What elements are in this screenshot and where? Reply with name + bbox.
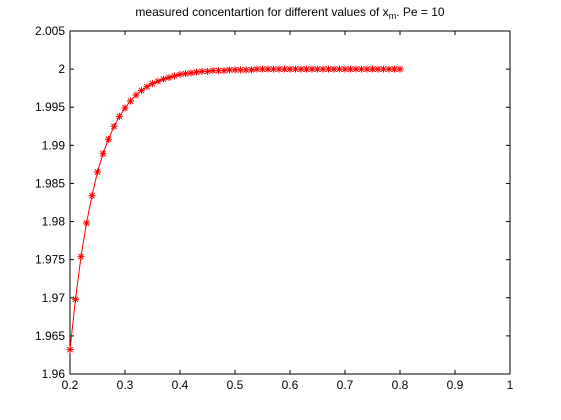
data-point xyxy=(193,68,200,76)
data-point xyxy=(149,80,156,88)
data-point xyxy=(121,104,129,112)
y-tick-label: 1.975 xyxy=(35,253,65,267)
data-point xyxy=(187,69,195,77)
data-point xyxy=(143,83,151,91)
data-point xyxy=(198,67,206,75)
data-point xyxy=(171,72,178,80)
data-point xyxy=(94,168,101,176)
y-axis: 1.96 1.965 1.97 1.975 1.98 1.985 1.99 1.995 2 2.0… xyxy=(35,24,510,381)
data-point xyxy=(88,192,96,200)
data-point xyxy=(66,346,74,354)
data-point xyxy=(77,253,85,261)
data-point xyxy=(165,73,173,81)
x-tick-label: 0.3 xyxy=(117,378,134,392)
chart-title-suffix: . Pe = 10 xyxy=(396,5,445,19)
y-tick-label: 2.005 xyxy=(35,24,65,38)
data-point xyxy=(297,65,305,73)
x-tick-label: 0.9 xyxy=(447,378,464,392)
y-tick-label: 1.97 xyxy=(42,291,66,305)
data-point xyxy=(99,150,107,158)
x-tick-label: 0.6 xyxy=(282,378,299,392)
plot-area xyxy=(69,30,511,375)
x-tick-label: 0.7 xyxy=(337,378,354,392)
data-point xyxy=(154,77,162,85)
x-tick-label: 0.2 xyxy=(62,378,79,392)
x-tick-label: 1 xyxy=(507,378,514,392)
data-point xyxy=(182,70,189,78)
data-point xyxy=(220,67,228,75)
data-point xyxy=(138,86,145,94)
data-point xyxy=(83,219,90,227)
data-point xyxy=(105,135,112,143)
series-layer xyxy=(66,65,404,354)
x-tick-label: 0.8 xyxy=(392,378,409,392)
y-tick-label: 1.995 xyxy=(35,100,65,114)
chart-title: measured concentartion for different val… xyxy=(135,5,444,21)
y-tick-label: 2 xyxy=(58,62,65,76)
chart-title-subscript: m xyxy=(389,11,397,21)
y-tick-label: 1.98 xyxy=(42,215,66,229)
data-point xyxy=(204,67,211,75)
data-point xyxy=(72,295,79,303)
y-tick-label: 1.96 xyxy=(42,367,66,381)
chart-title-prefix: measured concentartion for different val… xyxy=(135,5,388,19)
data-point xyxy=(396,65,404,73)
y-tick-label: 1.985 xyxy=(35,176,65,190)
data-point xyxy=(231,66,239,74)
x-axis: 0.2 0.3 0.4 0.5 0.6 0.7 0.8 0.9 1 xyxy=(62,31,514,392)
data-point xyxy=(110,122,118,130)
y-tick-label: 1.99 xyxy=(42,138,66,152)
x-tick-label: 0.4 xyxy=(172,378,189,392)
data-point xyxy=(176,70,184,78)
data-point xyxy=(215,67,222,75)
data-point xyxy=(264,65,272,73)
data-point xyxy=(341,65,349,73)
data-point xyxy=(226,66,233,74)
data-point xyxy=(248,66,255,74)
data-point xyxy=(160,75,167,83)
x-tick-label: 0.5 xyxy=(227,378,244,392)
data-point xyxy=(132,91,140,99)
data-point xyxy=(116,112,123,120)
data-point xyxy=(237,66,244,74)
data-point xyxy=(127,97,134,105)
y-tick-label: 1.965 xyxy=(35,329,65,343)
